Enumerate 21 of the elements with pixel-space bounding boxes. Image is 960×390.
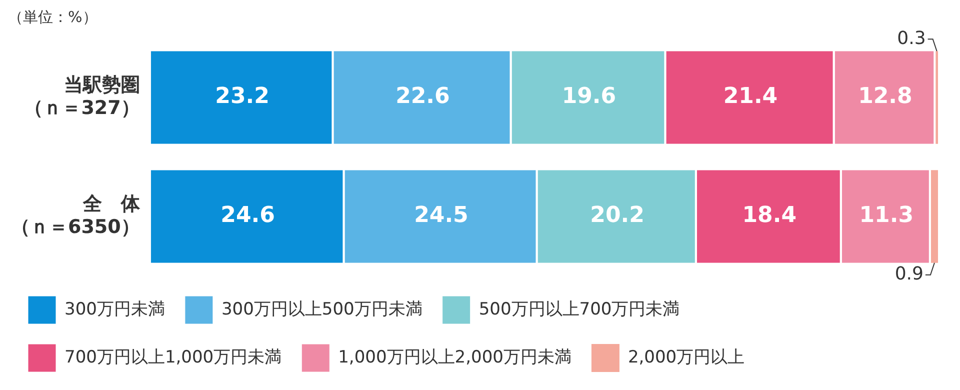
data-label: 11.3	[859, 203, 914, 228]
data-label: 0.3	[897, 28, 926, 49]
legend-label: 1,000万円以上2,000万円未満	[338, 347, 572, 368]
data-label: 22.6	[396, 84, 450, 110]
data-label: 0.9	[894, 264, 924, 285]
legend-label: 300万円未満	[64, 299, 165, 320]
data-label: 24.6	[220, 203, 275, 228]
text: （単位：%）	[8, 8, 98, 27]
legend-label: 500万円以上700万円未満	[478, 299, 680, 320]
legend-label: 2,000万円以上	[628, 347, 745, 368]
data-label: 20.2	[590, 203, 644, 228]
data-label: 24.5	[414, 203, 468, 228]
data-label: 18.4	[742, 203, 797, 228]
y-tick-label: 当駅勢圏（ｎ＝327）	[24, 74, 140, 119]
data-label: 19.6	[562, 84, 616, 110]
y-tick-label: 全 体（ｎ＝6350）	[10, 193, 141, 238]
legend-label: 700万円以上1,000万円未満	[64, 347, 282, 368]
legend-label: 300万円以上500万円未満	[221, 299, 422, 320]
data-label: 21.4	[723, 84, 778, 110]
data-label: 23.2	[215, 84, 270, 110]
data-label: 12.8	[858, 84, 912, 110]
